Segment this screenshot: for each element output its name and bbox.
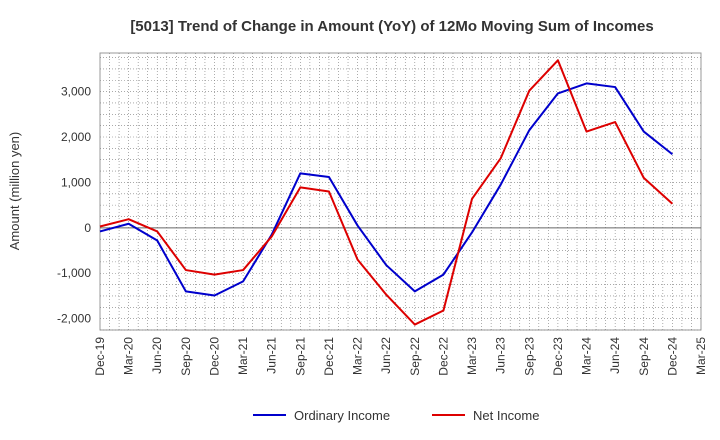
y-tick-label: 3,000 <box>61 85 91 99</box>
x-tick-label: Jun-24 <box>608 337 622 374</box>
x-tick-label: Mar-22 <box>351 337 365 375</box>
y-tick-label: -1,000 <box>57 266 91 280</box>
x-tick-label: Mar-25 <box>694 337 708 375</box>
x-axis-ticks: Dec-19 Mar-20 Jun-20 Sep-20 Dec-20 Mar-21 Jun-… <box>93 337 708 376</box>
x-tick-label: Jun-23 <box>494 337 508 374</box>
x-tick-label: Dec-22 <box>436 337 450 376</box>
x-tick-label: Sep-24 <box>637 337 651 376</box>
x-tick-label: Sep-22 <box>408 337 422 376</box>
chart-title: [5013] Trend of Change in Amount (YoY) o… <box>130 18 653 35</box>
x-tick-label: Jun-22 <box>379 337 393 374</box>
x-tick-label: Mar-24 <box>580 337 594 375</box>
legend: Ordinary Income Net Income <box>253 408 539 423</box>
x-tick-label: Dec-24 <box>665 337 679 376</box>
series-lines <box>99 59 674 326</box>
plot-area <box>99 52 702 331</box>
y-tick-label: 0 <box>84 221 91 235</box>
x-tick-label: Jun-20 <box>150 337 164 374</box>
y-axis-ticks: -2,000 -1,000 0 1,000 2,000 3,000 <box>57 85 91 326</box>
x-tick-label: Mar-20 <box>122 337 136 375</box>
x-tick-label: Dec-19 <box>93 337 107 376</box>
x-tick-label: Jun-21 <box>265 337 279 374</box>
y-tick-label: -2,000 <box>57 312 91 326</box>
y-axis-label: Amount (million yen) <box>7 132 22 251</box>
x-tick-label: Mar-21 <box>236 337 250 375</box>
x-tick-label: Dec-21 <box>322 337 336 376</box>
x-tick-label: Dec-20 <box>207 337 221 376</box>
x-tick-label: Sep-23 <box>522 337 536 376</box>
x-tick-label: Dec-23 <box>551 337 565 376</box>
grid <box>100 53 701 331</box>
legend-label: Net Income <box>473 408 539 423</box>
legend-label: Ordinary Income <box>294 408 390 423</box>
y-tick-label: 2,000 <box>61 130 91 144</box>
x-tick-label: Sep-21 <box>293 337 307 376</box>
series-line-ordinary-income <box>99 82 674 297</box>
x-tick-label: Sep-20 <box>179 337 193 376</box>
series-line-net-income <box>99 59 674 326</box>
y-tick-label: 1,000 <box>61 175 91 189</box>
x-tick-label: Mar-23 <box>465 337 479 375</box>
